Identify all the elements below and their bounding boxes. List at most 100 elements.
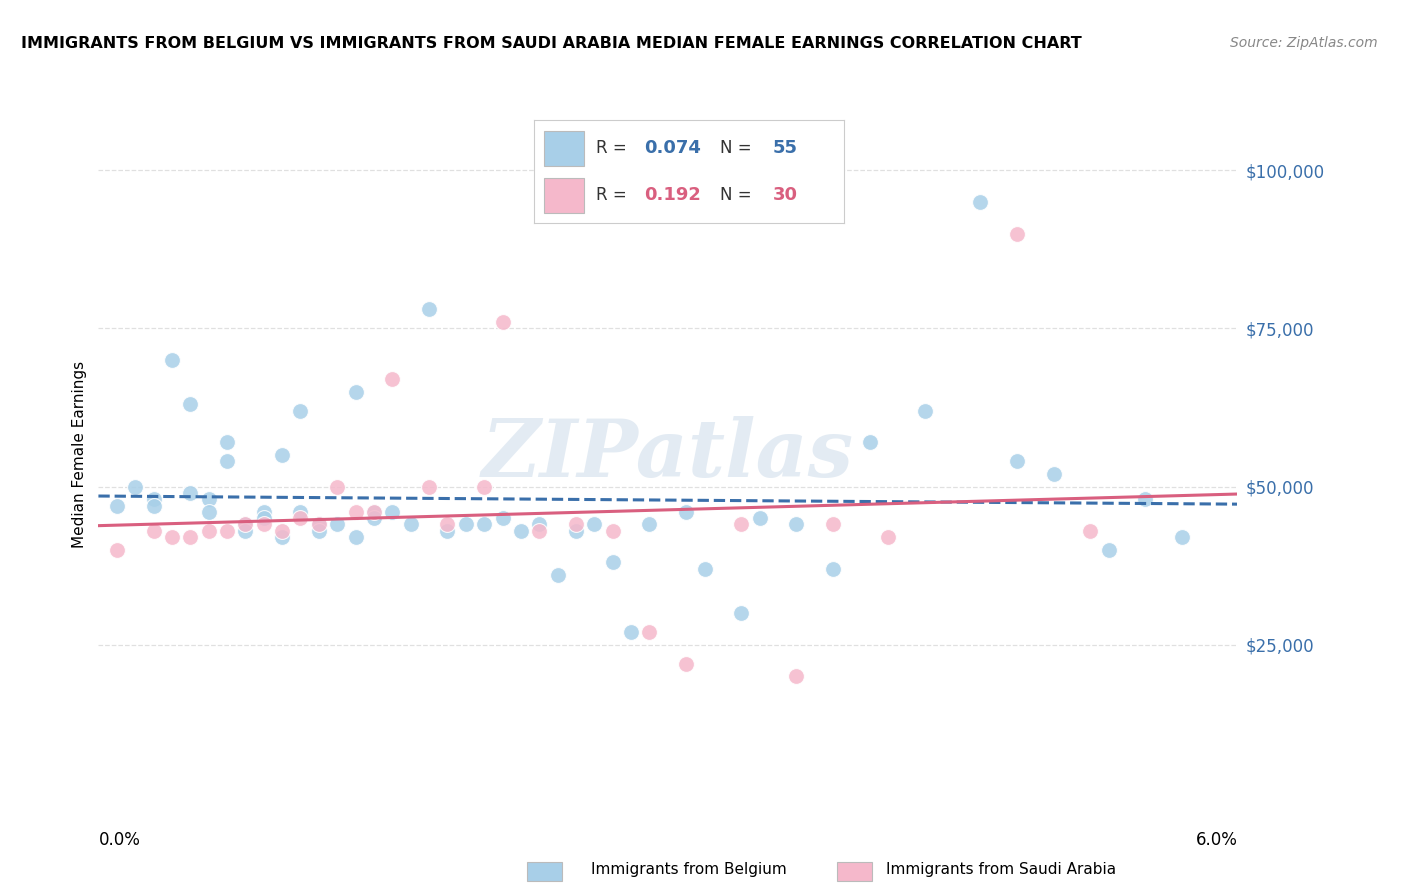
Text: 0.074: 0.074 xyxy=(644,139,702,157)
Point xyxy=(308,517,330,532)
Point xyxy=(529,524,551,538)
Text: Immigrants from Saudi Arabia: Immigrants from Saudi Arabia xyxy=(886,863,1116,877)
Point xyxy=(235,517,257,532)
Text: R =: R = xyxy=(596,186,633,204)
Text: 6.0%: 6.0% xyxy=(1195,830,1237,848)
Point xyxy=(253,517,276,532)
Point xyxy=(179,486,201,500)
Point xyxy=(235,517,257,532)
Point xyxy=(969,194,991,209)
Point xyxy=(620,625,643,640)
Point xyxy=(602,524,624,538)
Point xyxy=(565,524,588,538)
Point xyxy=(326,479,349,493)
Point xyxy=(914,403,936,417)
Text: 30: 30 xyxy=(772,186,797,204)
Point xyxy=(1042,467,1064,481)
Point xyxy=(271,448,294,462)
Point xyxy=(509,524,531,538)
Point xyxy=(785,517,807,532)
Point xyxy=(638,625,661,640)
Point xyxy=(1098,542,1121,557)
Point xyxy=(418,302,440,317)
Point xyxy=(529,517,551,532)
Point xyxy=(142,499,165,513)
Point xyxy=(547,568,569,582)
Point xyxy=(235,524,257,538)
Text: IMMIGRANTS FROM BELGIUM VS IMMIGRANTS FROM SAUDI ARABIA MEDIAN FEMALE EARNINGS C: IMMIGRANTS FROM BELGIUM VS IMMIGRANTS FR… xyxy=(21,36,1081,51)
Text: Immigrants from Belgium: Immigrants from Belgium xyxy=(591,863,786,877)
Point xyxy=(363,511,385,525)
Point xyxy=(693,562,716,576)
Point xyxy=(290,511,312,525)
Point xyxy=(436,524,458,538)
Point xyxy=(730,606,752,620)
Text: N =: N = xyxy=(720,186,756,204)
Point xyxy=(877,530,900,544)
Point xyxy=(399,517,422,532)
Point xyxy=(344,505,367,519)
Y-axis label: Median Female Earnings: Median Female Earnings xyxy=(72,361,87,549)
Point xyxy=(1078,524,1101,538)
Point xyxy=(436,517,458,532)
Point xyxy=(142,492,165,507)
Point xyxy=(215,454,238,468)
Point xyxy=(179,397,201,411)
Point xyxy=(290,403,312,417)
Point xyxy=(363,505,385,519)
Point xyxy=(454,517,477,532)
Point xyxy=(675,505,697,519)
Point xyxy=(197,505,219,519)
Point xyxy=(344,384,367,399)
Point xyxy=(491,511,513,525)
Point xyxy=(859,435,882,450)
Point xyxy=(1005,454,1028,468)
Point xyxy=(308,517,330,532)
Text: R =: R = xyxy=(596,139,633,157)
Point xyxy=(290,505,312,519)
Point xyxy=(823,562,845,576)
Text: 0.0%: 0.0% xyxy=(98,830,141,848)
Point xyxy=(160,530,183,544)
Point xyxy=(823,517,845,532)
Point xyxy=(730,517,752,532)
Point xyxy=(197,524,219,538)
FancyBboxPatch shape xyxy=(544,130,583,166)
Point xyxy=(105,542,128,557)
Point xyxy=(472,517,495,532)
Text: 55: 55 xyxy=(772,139,797,157)
Point xyxy=(638,517,661,532)
Point xyxy=(1135,492,1157,507)
Point xyxy=(271,530,294,544)
Point xyxy=(344,530,367,544)
Point xyxy=(583,517,606,532)
Point xyxy=(565,517,588,532)
Point xyxy=(363,505,385,519)
Point xyxy=(215,435,238,450)
Point xyxy=(472,479,495,493)
Point xyxy=(491,315,513,329)
Point xyxy=(253,505,276,519)
Point xyxy=(308,524,330,538)
Point xyxy=(1005,227,1028,241)
Point xyxy=(105,499,128,513)
Point xyxy=(124,479,146,493)
Text: ZIPatlas: ZIPatlas xyxy=(482,417,853,493)
Point xyxy=(326,517,349,532)
Text: N =: N = xyxy=(720,139,756,157)
Point xyxy=(160,353,183,368)
Point xyxy=(215,524,238,538)
Point xyxy=(675,657,697,671)
Point xyxy=(785,669,807,683)
Point xyxy=(271,524,294,538)
Point xyxy=(142,524,165,538)
Point xyxy=(748,511,770,525)
Text: 0.192: 0.192 xyxy=(644,186,702,204)
Point xyxy=(1171,530,1194,544)
Point xyxy=(602,556,624,570)
Text: Source: ZipAtlas.com: Source: ZipAtlas.com xyxy=(1230,36,1378,50)
FancyBboxPatch shape xyxy=(544,178,583,212)
Point xyxy=(381,372,404,386)
Point xyxy=(179,530,201,544)
Point xyxy=(253,511,276,525)
